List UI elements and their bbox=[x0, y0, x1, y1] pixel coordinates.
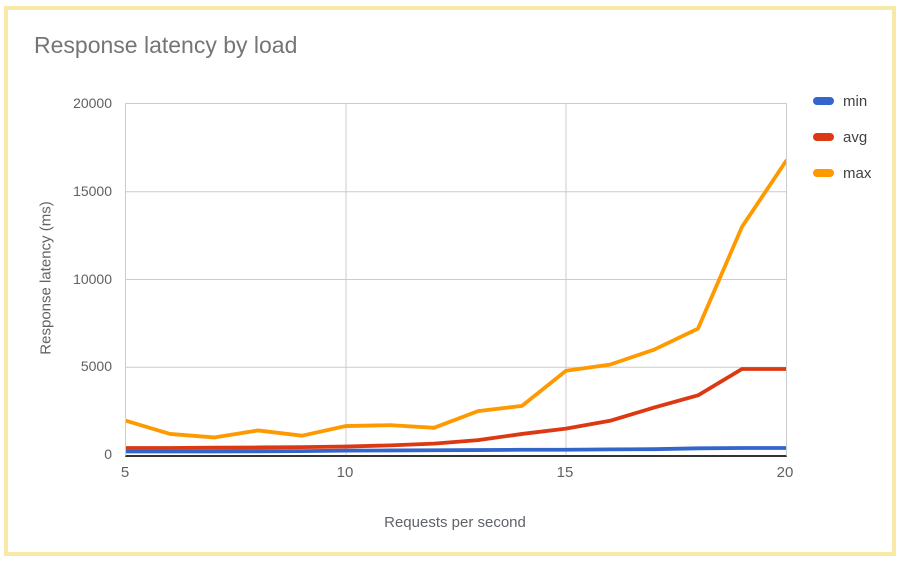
line-chart-canvas[interactable] bbox=[126, 104, 786, 455]
legend-label-min: min bbox=[843, 92, 868, 110]
legend-item-max: max bbox=[813, 164, 872, 182]
chart-title: Response latency by load bbox=[34, 32, 298, 58]
x-tick-label: 20 bbox=[776, 464, 794, 481]
series-line-min bbox=[126, 446, 786, 454]
x-axis-title: Requests per second bbox=[384, 514, 526, 531]
x-tick-label: 10 bbox=[336, 464, 354, 481]
legend-item-min: min bbox=[813, 92, 868, 110]
series-line-max bbox=[126, 159, 786, 440]
legend-swatch-max bbox=[813, 169, 834, 177]
x-tick-label: 5 bbox=[120, 464, 130, 481]
y-tick-label: 20000 bbox=[73, 95, 112, 111]
x-tick-label: 15 bbox=[556, 464, 574, 481]
legend-label-max: max bbox=[843, 164, 872, 182]
y-tick-label: 0 bbox=[104, 446, 112, 462]
legend-swatch-avg bbox=[813, 133, 834, 141]
y-tick-label: 10000 bbox=[73, 270, 112, 287]
legend-swatch-min bbox=[813, 97, 834, 105]
y-tick-label: 15000 bbox=[73, 182, 112, 199]
series-line-avg bbox=[126, 367, 786, 450]
chart-card-border bbox=[4, 6, 896, 556]
y-tick-label: 5000 bbox=[80, 358, 112, 375]
legend-label-avg: avg bbox=[843, 128, 868, 146]
legend-item-avg: avg bbox=[813, 128, 868, 146]
plot-area[interactable] bbox=[125, 103, 787, 457]
